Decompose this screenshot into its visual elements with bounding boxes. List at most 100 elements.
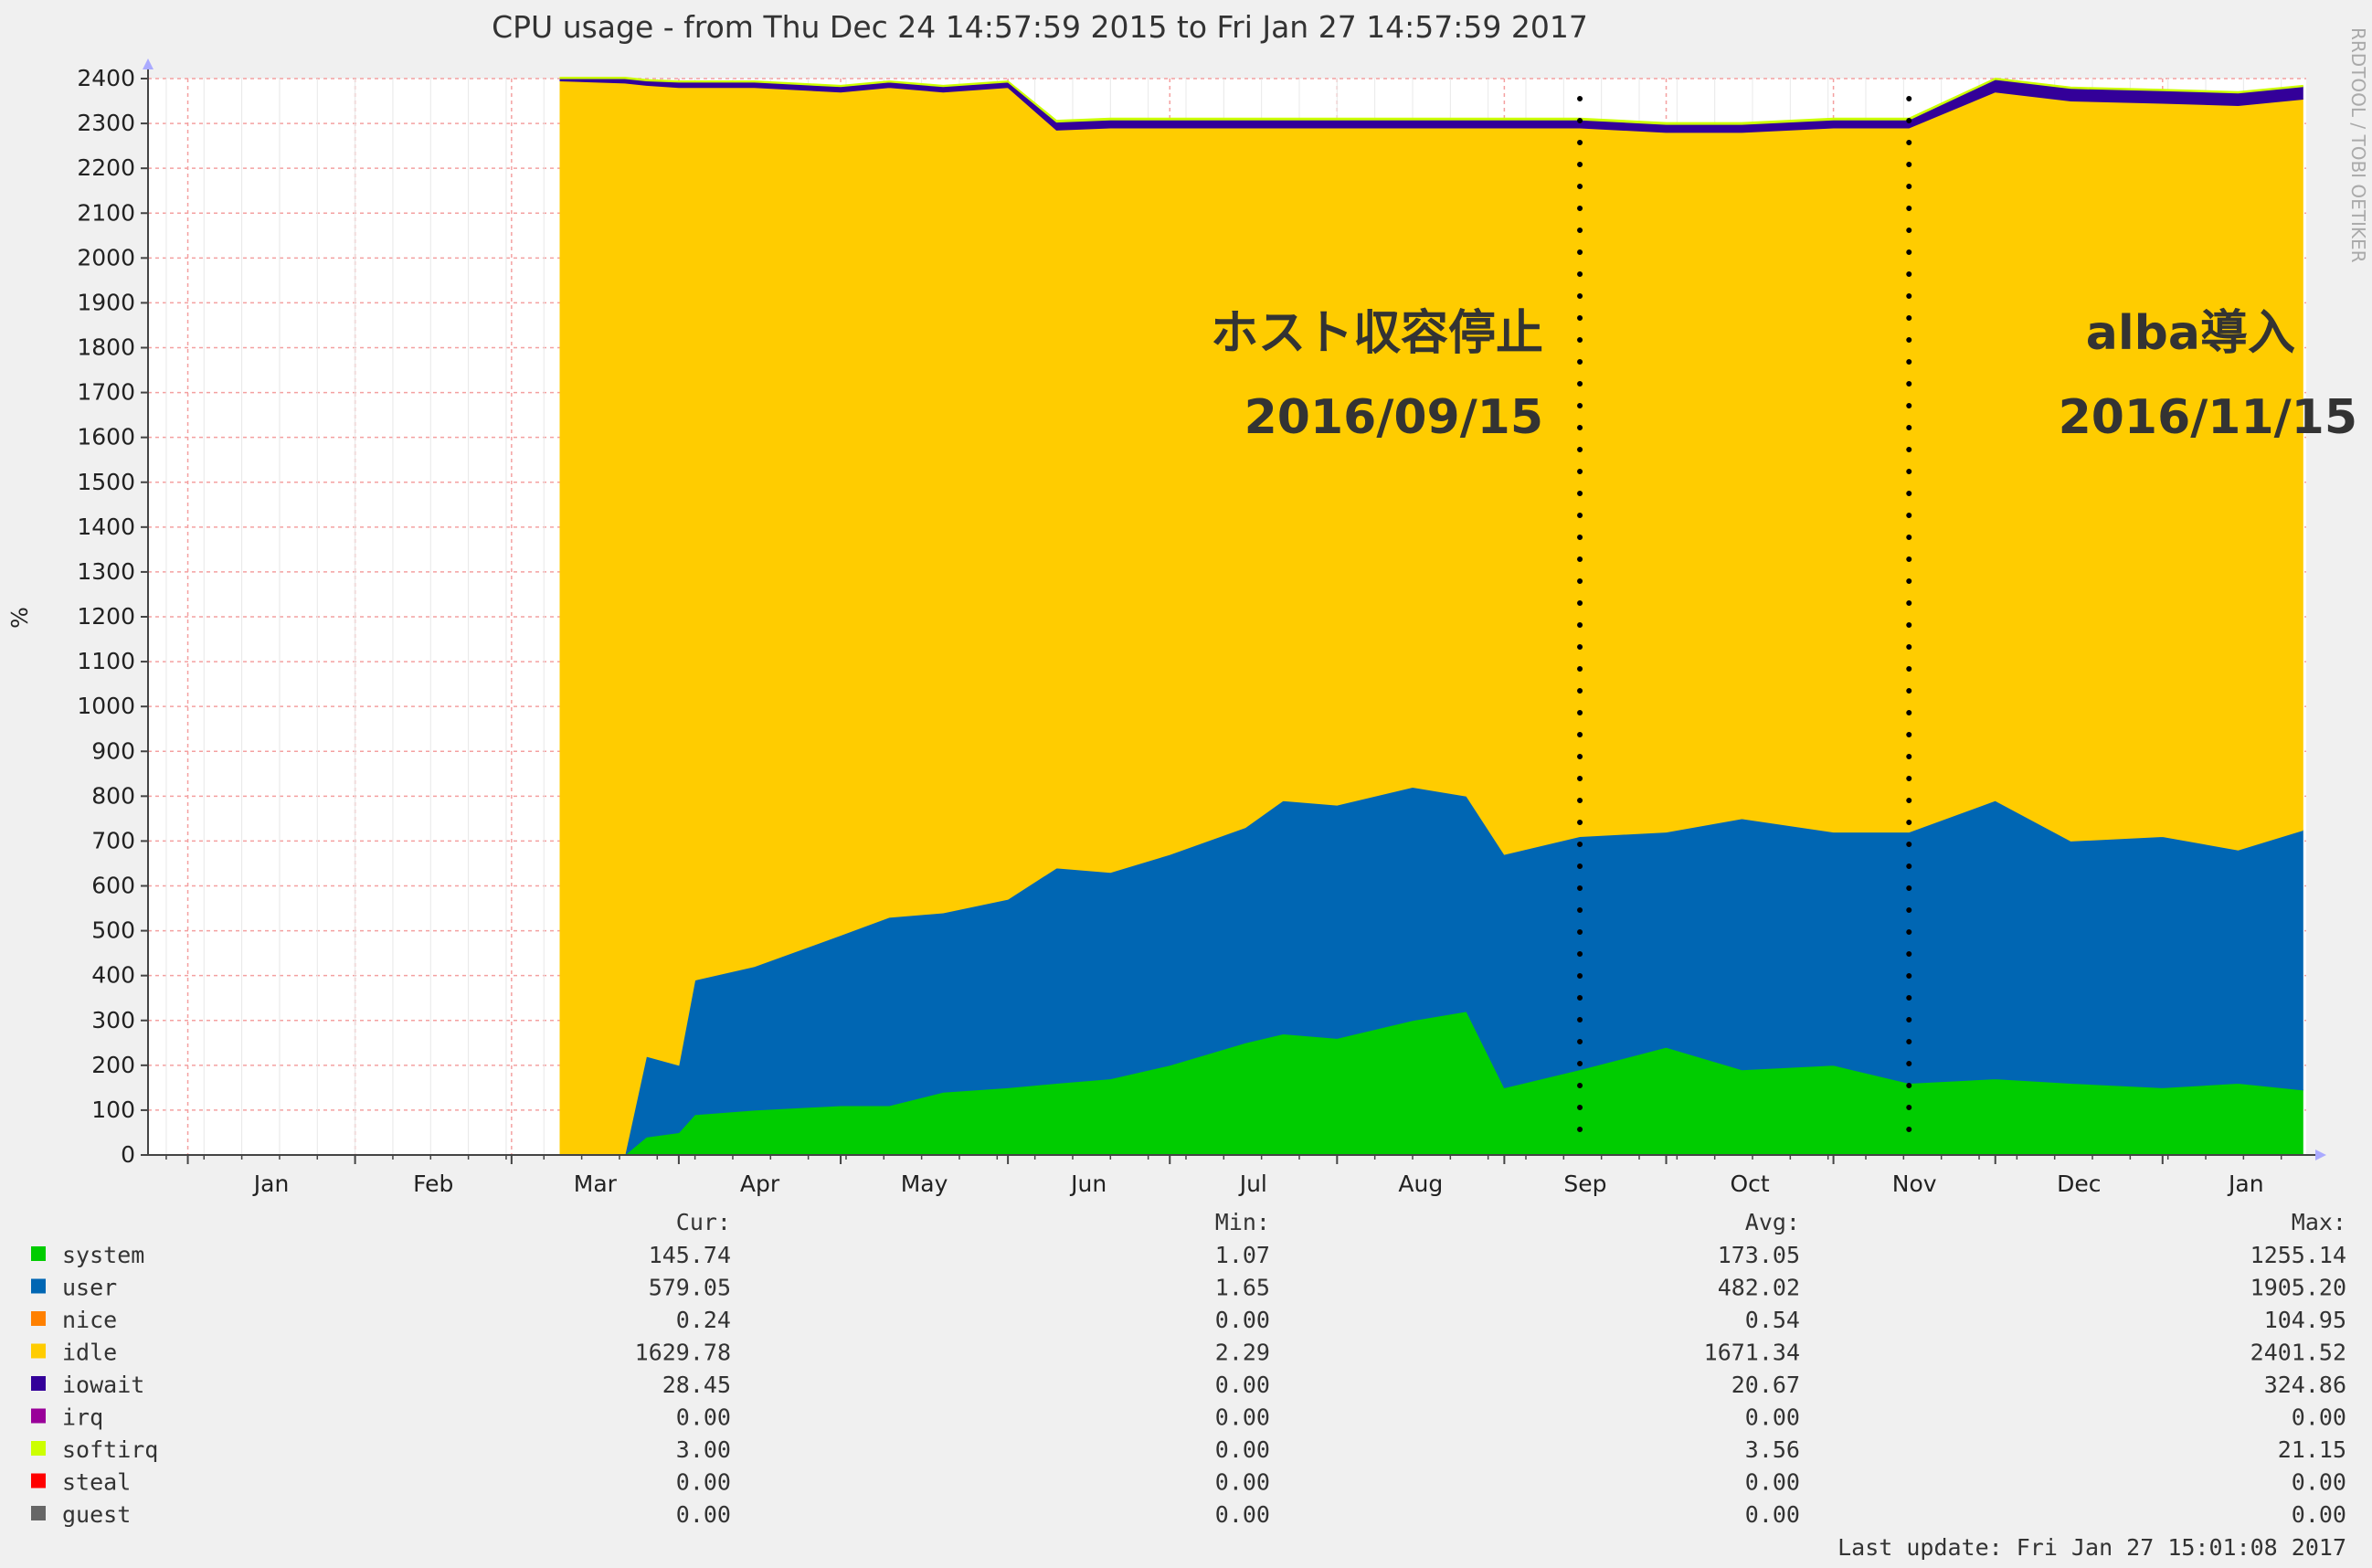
legend-value: 1905.20 [2250,1275,2346,1301]
legend-value: 0.00 [676,1404,731,1431]
x-tick-label: Jan [2227,1171,2264,1197]
y-tick-label: 1000 [77,693,135,719]
legend-series-name: steal [62,1469,131,1496]
y-tick-label: 1100 [77,648,135,674]
legend-value: 3.56 [1745,1436,1800,1463]
legend-value: 1671.34 [1704,1340,1800,1366]
x-tick-label: Nov [1892,1171,1937,1197]
annotation-date: 2016/09/15 [1244,390,1543,445]
legend-value: 21.15 [2278,1436,2346,1463]
legend-swatch [31,1246,46,1261]
legend-value: 0.54 [1745,1307,1800,1333]
y-tick-label: 1500 [77,469,135,495]
legend-series-name: iowait [62,1372,144,1398]
legend-value: 173.05 [1718,1242,1800,1268]
legend-swatch [31,1473,46,1489]
annotation-label: alba導入 [2086,306,2295,361]
legend-value: 0.00 [1745,1501,1800,1528]
legend: Cur: Min: Avg: Max: system 145.74 1.07 173.05 12… [31,1209,2346,1528]
x-tick-label: Sep [1563,1171,1606,1197]
legend-series-name: idle [62,1340,117,1366]
legend-value: 0.00 [2292,1404,2346,1431]
y-tick-label: 800 [91,782,135,809]
legend-value: 0.00 [676,1469,731,1496]
x-tick-label: Apr [740,1171,780,1197]
stacked-areas [559,77,2303,1156]
legend-series-name: system [62,1242,144,1268]
legend-swatch [31,1441,46,1456]
legend-value: 0.00 [2292,1469,2346,1496]
annotations: ホスト収容停止 2016/09/15 alba導入 2016/11/15 [1211,96,2357,1136]
y-tick-label: 1600 [77,424,135,450]
x-tick-label: Feb [413,1171,453,1197]
legend-value: 104.95 [2264,1307,2346,1333]
legend-value: 3.00 [676,1436,731,1463]
legend-value: 0.00 [1215,1436,1270,1463]
legend-value: 0.00 [2292,1501,2346,1528]
y-tick-label: 1900 [77,289,135,315]
legend-swatch [31,1311,46,1326]
legend-header: Cur: [676,1209,731,1235]
y-tick-label: 1200 [77,603,135,630]
legend-header: Max: [2292,1209,2346,1235]
legend-value: 0.00 [1745,1404,1800,1431]
y-tick-label: 900 [91,737,135,764]
area-softirq [559,77,2303,125]
x-tick-label: Jan [252,1171,290,1197]
legend-value: 145.74 [649,1242,731,1268]
legend-value: 1255.14 [2250,1242,2346,1268]
legend-value: 2.29 [1215,1340,1270,1366]
legend-series-name: user [62,1275,117,1301]
axes: 0 100 200 300 400 500 600 700 800 900 1000 1100 1200… [77,58,2326,1197]
y-tick-label: 1400 [77,514,135,540]
x-tick-label: May [901,1171,948,1197]
legend-value: 0.00 [1215,1404,1270,1431]
chart-title: CPU usage - from Thu Dec 24 14:57:59 201… [492,9,1588,45]
y-axis-label: % [6,607,33,629]
legend-value: 20.67 [1731,1372,1800,1398]
legend-value: 1.65 [1215,1275,1270,1301]
y-axis-arrow [143,58,154,69]
y-tick-label: 1800 [77,334,135,361]
x-axis-arrow [2315,1150,2326,1160]
y-tick-label: 2100 [77,199,135,226]
legend-value: 0.00 [1215,1469,1270,1496]
legend-value: 324.86 [2264,1372,2346,1398]
legend-series-name: nice [62,1307,117,1333]
x-tick-label: Dec [2057,1171,2101,1197]
legend-series-name: guest [62,1501,131,1528]
y-tick-label: 2400 [77,65,135,91]
y-tick-label: 400 [91,962,135,989]
legend-swatch [31,1278,46,1294]
annotation-label: ホスト収容停止 [1211,306,1543,361]
legend-header: Min: [1215,1209,1270,1235]
x-tick-label: Oct [1730,1171,1769,1197]
legend-value: 482.02 [1718,1275,1800,1301]
legend-swatch [31,1408,46,1424]
legend-value: 2401.52 [2250,1340,2346,1366]
legend-swatch [31,1376,46,1391]
y-tick-label: 500 [91,917,135,944]
legend-value: 0.00 [676,1501,731,1528]
x-tick-label: Jul [1238,1171,1267,1197]
y-tick-label: 300 [91,1007,135,1033]
y-tick-label: 200 [91,1052,135,1078]
y-tick-label: 600 [91,873,135,899]
legend-value: 0.00 [1215,1372,1270,1398]
legend-header: Avg: [1745,1209,1800,1235]
x-tick-label: Jun [1069,1171,1107,1197]
legend-value: 0.00 [1745,1469,1800,1496]
y-tick-label: 1700 [77,379,135,406]
legend-value: 0.00 [1215,1501,1270,1528]
x-tick-label: Mar [574,1171,618,1197]
legend-swatch [31,1343,46,1359]
y-tick-label: 100 [91,1097,135,1123]
legend-value: 1.07 [1215,1242,1270,1268]
legend-value: 1629.78 [635,1340,731,1366]
y-tick-label: 1300 [77,558,135,585]
legend-series-name: softirq [62,1436,158,1463]
legend-swatch [31,1506,46,1520]
last-update: Last update: Fri Jan 27 15:01:08 2017 [1837,1534,2346,1561]
rrdtool-credit: RRDTOOL / TOBI OETIKER [2347,27,2369,263]
y-tick-label: 2200 [77,154,135,181]
